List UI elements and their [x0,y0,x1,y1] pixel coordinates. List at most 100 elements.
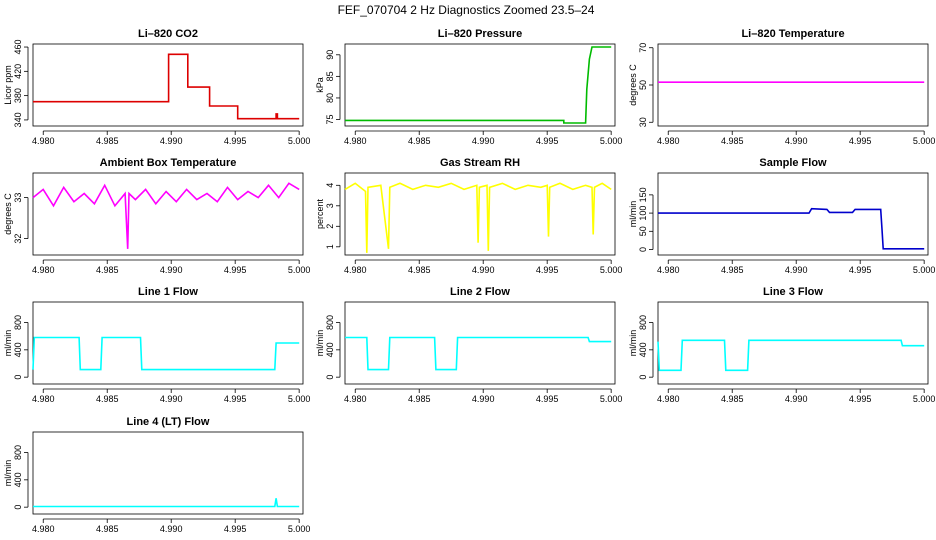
y-tick-label: 50 [638,226,648,236]
panels-group: Li–820 CO2 Licor ppm 4.980 4.985 4.990 4.995 5… [3,28,935,534]
x-tick-label: 4.990 [785,136,808,146]
panel-6: Sample Flow ml/min 4.980 4.985 4.990 4.995 5.0… [628,157,935,275]
plot-frame [344,172,616,256]
x-tick-label: 4.995 [224,136,247,146]
panel-title: Li–820 Temperature [741,28,844,40]
panel-10: Line 4 (LT) Flow ml/min 4.980 4.985 4.990 4.9… [3,416,310,534]
panel-title: Sample Flow [759,157,827,169]
y-axis-label: Licor ppm [3,65,13,105]
series-line [33,53,300,120]
y-tick-label: 460 [13,40,23,55]
series-line [658,207,925,250]
y-tick-label: 85 [325,71,335,81]
x-tick-label: 4.980 [32,524,55,534]
y-tick-label: 800 [13,315,23,330]
plot-frame [32,43,304,127]
x-tick-label: 4.985 [408,136,431,146]
y-axis-label: ml/min [628,330,638,357]
x-tick-label: 5.000 [600,136,623,146]
x-tick-label: 4.980 [32,265,55,275]
y-tick-label: 80 [325,93,335,103]
x-tick-label: 4.985 [96,524,119,534]
x-tick-label: 4.990 [160,136,183,146]
x-tick-label: 5.000 [288,394,311,404]
x-tick-label: 4.985 [96,265,119,275]
y-tick-label: 150 [638,187,648,202]
y-tick-label: 400 [13,472,23,487]
y-tick-label: 400 [325,342,335,357]
x-tick-label: 4.995 [536,136,559,146]
series-line [345,336,612,371]
panel-3: Li–820 Temperature degrees C 4.980 4.985 4.9… [628,28,935,146]
x-tick-label: 4.990 [160,524,183,534]
x-tick-label: 4.995 [224,265,247,275]
y-tick-label: 800 [638,315,648,330]
y-axis-label: percent [315,198,325,229]
series-line [345,46,612,124]
x-tick-label: 5.000 [600,265,623,275]
x-tick-label: 4.995 [224,524,247,534]
plot-frame [657,172,929,256]
y-tick-label: 800 [13,445,23,460]
panel-title: Li–820 CO2 [138,28,198,40]
y-tick-label: 90 [325,50,335,60]
y-tick-label: 380 [13,88,23,103]
plot-frame [344,301,616,385]
x-tick-label: 4.990 [472,394,495,404]
y-tick-label: 32 [13,234,23,244]
series-line [344,182,612,253]
y-tick-label: 800 [325,315,335,330]
plot-frame [344,43,616,127]
x-tick-label: 4.980 [657,136,680,146]
x-tick-label: 4.990 [472,136,495,146]
y-tick-label: 400 [638,342,648,357]
series-line [32,182,300,249]
x-tick-label: 4.980 [657,394,680,404]
panel-title: Line 2 Flow [450,286,510,298]
x-tick-label: 4.980 [32,394,55,404]
y-tick-label: 100 [638,206,648,221]
panel-8: Line 2 Flow ml/min 4.980 4.985 4.990 4.995 5.0… [315,286,622,404]
series-line [33,498,300,508]
panel-title: Ambient Box Temperature [100,157,237,169]
x-tick-label: 5.000 [288,524,311,534]
x-tick-label: 4.990 [785,394,808,404]
y-tick-label: 4 [325,183,335,188]
plot-frame [657,301,929,385]
panel-title: Line 3 Flow [763,286,823,298]
series-line [657,339,925,372]
x-tick-label: 4.985 [721,136,744,146]
y-tick-label: 70 [638,43,648,53]
plot-frame [32,301,304,385]
y-axis-label: degrees C [628,64,638,106]
y-tick-label: 0 [325,375,335,380]
x-tick-label: 4.990 [785,265,808,275]
figure-title: FEF_070704 2 Hz Diagnostics Zoomed 23.5–… [338,3,595,17]
y-axis-label: ml/min [3,330,13,357]
x-tick-label: 4.990 [160,265,183,275]
series-line [32,336,300,371]
x-tick-label: 5.000 [913,136,936,146]
x-tick-label: 4.995 [536,265,559,275]
y-tick-label: 0 [13,505,23,510]
panel-1: Li–820 CO2 Licor ppm 4.980 4.985 4.990 4.995 5… [3,28,310,146]
y-axis-label: ml/min [315,330,325,357]
panel-title: Line 4 (LT) Flow [127,416,210,428]
y-tick-label: 50 [638,80,648,90]
y-tick-label: 2 [325,224,335,229]
y-tick-label: 33 [13,193,23,203]
x-tick-label: 4.995 [224,394,247,404]
x-tick-label: 4.985 [96,136,119,146]
y-tick-label: 1 [325,244,335,249]
x-tick-label: 4.980 [344,394,367,404]
y-tick-label: 30 [638,117,648,127]
panel-title: Line 1 Flow [138,286,198,298]
panel-7: Line 1 Flow ml/min 4.980 4.985 4.990 4.995 5.0… [3,286,310,404]
y-axis-label: kPa [315,77,325,93]
y-tick-label: 0 [638,375,648,380]
x-tick-label: 4.995 [536,394,559,404]
y-axis-label: ml/min [628,201,638,228]
x-tick-label: 4.985 [408,394,431,404]
x-tick-label: 4.985 [721,394,744,404]
